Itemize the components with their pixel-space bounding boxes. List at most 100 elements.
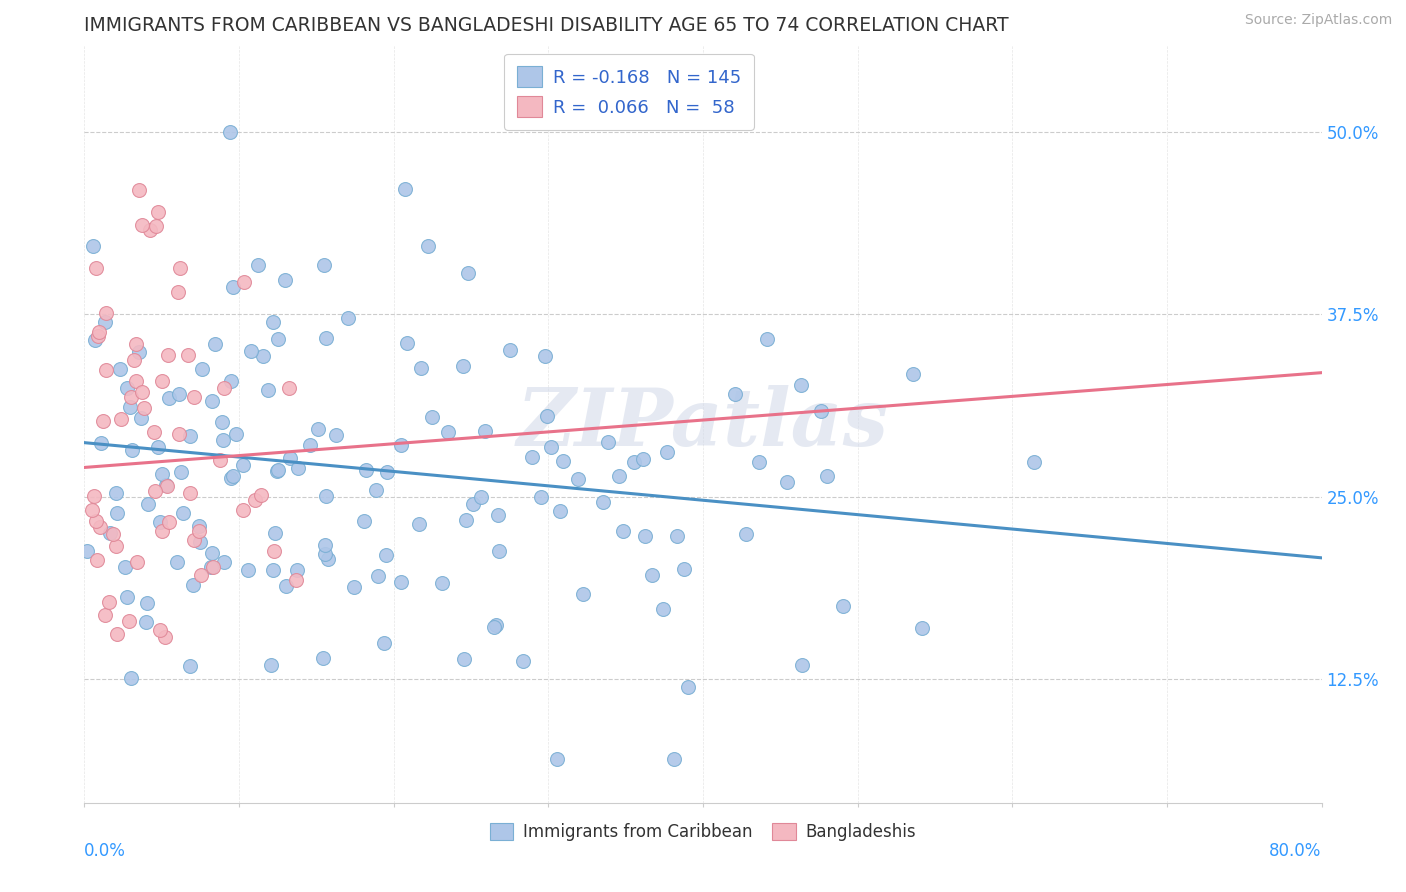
Point [572,587,595,601]
Point [183,390,205,404]
Point [91,414,114,428]
Point [790,657,813,672]
Point [252,349,274,363]
Point [138,497,160,511]
Point [90,436,112,450]
Point [418,239,440,253]
Point [546,752,568,766]
Point [82,239,104,253]
Point [592,495,614,509]
Point [553,454,575,468]
Point [285,563,308,577]
Point [530,491,553,505]
Point [666,529,689,543]
Point [86,329,108,343]
Point [240,344,263,359]
Point [93,315,115,329]
Point [470,490,492,504]
Point [437,425,460,439]
Point [374,548,396,562]
Point [396,335,419,350]
Point [454,513,477,527]
Point [120,672,142,686]
Point [187,518,209,533]
Point [267,332,290,346]
Point [453,652,475,666]
Point [249,488,271,502]
Point [461,497,484,511]
Point [457,266,479,280]
Point [394,182,416,196]
Point [314,548,336,562]
Point [156,348,179,362]
Point [84,514,107,528]
Point [536,409,558,423]
Point [307,422,329,436]
Point [432,576,454,591]
Point [373,635,395,649]
Point [170,466,193,480]
Point [86,553,108,567]
Point [336,310,359,325]
Point [285,573,308,587]
Point [105,627,128,641]
Text: ZIPatlas: ZIPatlas [517,385,889,462]
Point [155,630,177,644]
Point [263,544,285,558]
Point [110,411,132,425]
Point [612,524,634,538]
Point [131,385,153,400]
Point [115,591,138,605]
Text: IMMIGRANTS FROM CARIBBEAN VS BANGLADESHI DISABILITY AGE 65 TO 74 CORRELATION CHA: IMMIGRANTS FROM CARIBBEAN VS BANGLADESHI… [84,16,1010,35]
Point [94,608,117,623]
Point [201,546,224,560]
Point [105,506,128,520]
Point [354,463,377,477]
Point [325,427,347,442]
Point [236,563,259,577]
Point [94,363,117,377]
Point [150,524,173,538]
Point [609,469,631,483]
Point [225,426,247,441]
Point [222,468,245,483]
Point [499,343,522,358]
Point [748,455,770,469]
Point [212,433,235,447]
Point [512,654,534,668]
Point [84,260,107,275]
Point [364,483,387,498]
Point [298,438,321,452]
Point [1022,455,1045,469]
Point [167,426,190,441]
Point [83,489,105,503]
Point [233,276,256,290]
Point [789,378,811,392]
Point [901,367,924,381]
Point [486,508,509,522]
Point [408,516,430,531]
Point [314,538,336,552]
Point [94,306,117,320]
Text: Source: ZipAtlas.com: Source: ZipAtlas.com [1244,13,1392,28]
Point [214,555,236,569]
Text: 0.0%: 0.0% [84,842,127,860]
Point [179,429,201,443]
Point [353,514,375,528]
Point [120,390,142,404]
Point [411,361,433,376]
Point [262,563,284,577]
Point [202,560,225,574]
Point [211,415,233,429]
Point [179,659,201,673]
Point [128,344,150,359]
Point [145,219,167,234]
Point [209,453,232,467]
Point [120,401,142,415]
Point [105,540,128,554]
Point [117,381,139,395]
Point [143,483,166,498]
Point [108,362,131,376]
Point [276,579,298,593]
Point [243,493,266,508]
